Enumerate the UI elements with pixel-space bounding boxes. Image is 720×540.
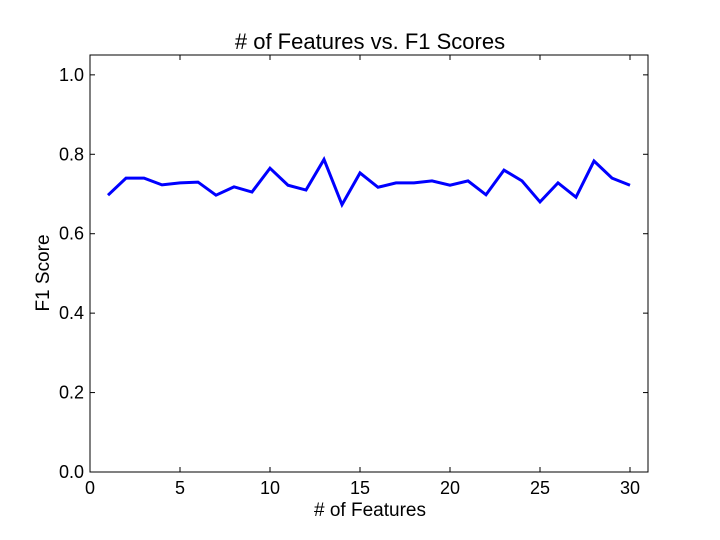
- plot-area: [89, 54, 649, 473]
- y-tick-label: 0.0: [59, 462, 84, 482]
- x-axis-label: # of Features: [314, 500, 426, 521]
- y-tick-label: 1.0: [59, 65, 84, 85]
- x-tick-label: 0: [85, 478, 95, 498]
- y-tick-label: 0.8: [59, 144, 84, 164]
- x-tick-label: 20: [440, 478, 460, 498]
- x-tick-label: 15: [350, 478, 370, 498]
- x-tick-label: 25: [530, 478, 550, 498]
- plot-frame: [89, 54, 649, 473]
- x-tick-label: 10: [260, 478, 280, 498]
- y-tick-label: 0.6: [59, 224, 84, 244]
- y-tick-label: 0.4: [59, 303, 84, 323]
- axis-ticks: 0 5 10 15 20 25 30 0.0 0.2 0.4 0.6 0.8 1.0: [59, 55, 648, 498]
- x-tick-label: 30: [620, 478, 640, 498]
- series-line-0: [106, 156, 631, 209]
- chart-title: # of Features vs. F1 Scores: [235, 29, 505, 54]
- data-series-layer: [106, 156, 631, 209]
- y-axis-label: F1 Score: [33, 234, 54, 311]
- y-tick-label: 0.2: [59, 383, 84, 403]
- x-tick-label: 5: [175, 478, 185, 498]
